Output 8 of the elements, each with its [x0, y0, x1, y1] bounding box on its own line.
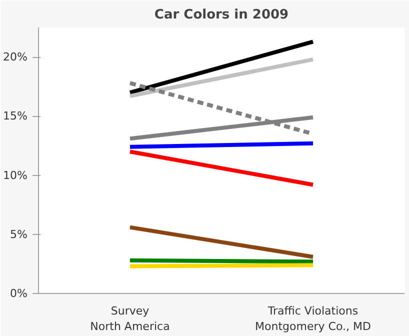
- y-tick-label: 15%: [3, 110, 28, 123]
- y-tick-label: 10%: [3, 168, 28, 182]
- chart-title: Car Colors in 2009: [154, 8, 289, 22]
- x-tick-label: Traffic Violations Montgomery Co., MD: [255, 304, 371, 334]
- y-tick-label: 20%: [3, 50, 28, 64]
- y-tick-label: 5%: [10, 228, 28, 241]
- y-tick-label: 0%: [10, 287, 28, 300]
- x-tick-label: Survey North America: [90, 304, 170, 334]
